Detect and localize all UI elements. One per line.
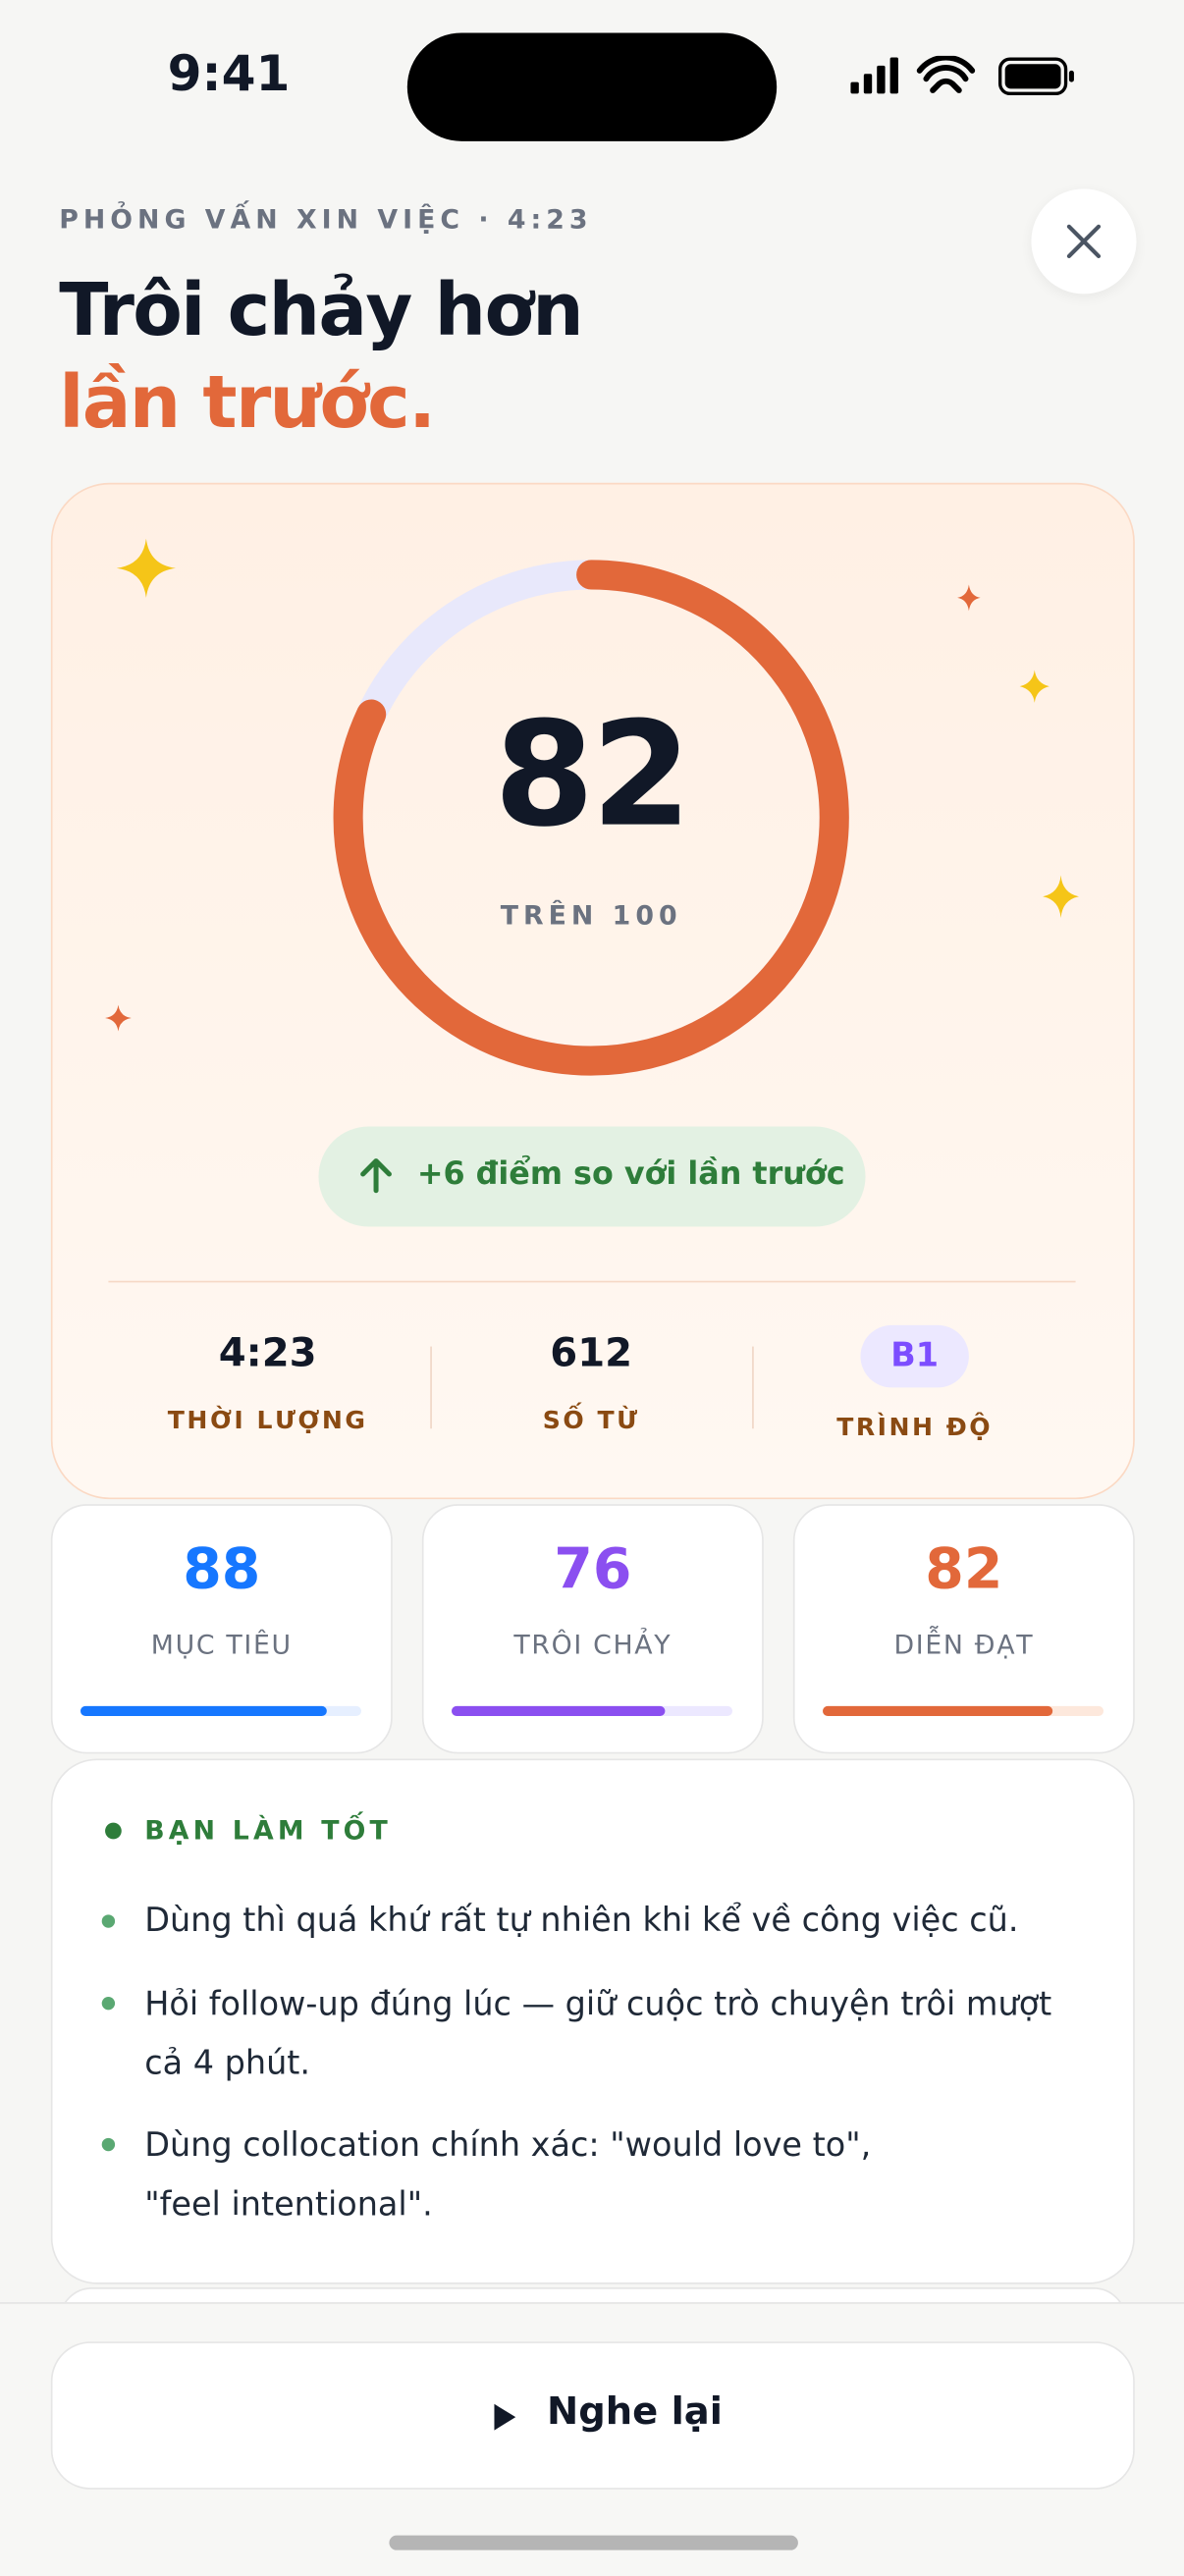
metric-bar [451, 1705, 666, 1716]
caption-text: TRÊN [500, 899, 599, 932]
feedback-item: Hỏi follow-up đúng lúc — giữ cuộc trò ch… [144, 1983, 1052, 2082]
stat-value: 4:23 [218, 1329, 317, 1376]
close-icon [1066, 224, 1102, 259]
stat-label: SỐ TỪ [542, 1405, 640, 1435]
stat-label: TRÌNH ĐỘ [836, 1412, 994, 1442]
metric-value: 82 [925, 1536, 1003, 1603]
title-line-accent: lần trước. [59, 360, 436, 446]
metric-label: DIỄN ĐẠT [893, 1629, 1035, 1661]
sparkles [116, 538, 1079, 919]
stat-label: THỜI LƯỢNG [167, 1405, 368, 1435]
metric-track [80, 1705, 361, 1716]
metric-value: 76 [554, 1536, 632, 1603]
metric-value: 88 [183, 1536, 261, 1603]
status-time: 9:41 [167, 45, 291, 104]
feedback-card [50, 1758, 1135, 2284]
metric-bar [80, 1705, 328, 1716]
divider [108, 1280, 1076, 1283]
score-value: 82 [494, 689, 692, 859]
play-icon [494, 2403, 516, 2431]
heading-dot [105, 1822, 122, 1840]
bullet [101, 2137, 116, 2152]
caption-max: 100 [612, 899, 682, 932]
bullet [101, 1996, 116, 2011]
title-line: Trôi chảy hơn [59, 269, 583, 353]
metric-bar [823, 1705, 1053, 1716]
metric-track [451, 1705, 733, 1716]
eyebrow: PHỎNG VẤN XIN VIỆC · 4:23 [59, 203, 593, 236]
metric-track [823, 1705, 1104, 1716]
delta-pill: +6 điểm so với lần trước [318, 1126, 866, 1227]
level-badge: B1 [860, 1324, 969, 1388]
dynamic-island [406, 32, 778, 141]
metric-label: MỤC TIÊU [150, 1629, 293, 1661]
stat-value: 612 [550, 1329, 633, 1376]
close-button[interactable] [1031, 188, 1137, 295]
score-arc [333, 560, 849, 1076]
replay-button[interactable]: Nghe lại [50, 2341, 1135, 2490]
bullet [101, 1914, 116, 1928]
feedback-heading: BẠN LÀM TỐT [144, 1814, 393, 1847]
status-icons [850, 55, 1074, 96]
up-arrow [360, 1158, 392, 1194]
home-indicator [389, 2535, 798, 2550]
divider [752, 1346, 754, 1429]
sparkles-small [105, 584, 981, 1032]
feedback-item: Dùng thì quá khứ rất tự nhiên khi kể về … [144, 1900, 1019, 1940]
delta-text: +6 điểm so với lần trước [416, 1155, 845, 1193]
feedback-item: Dùng collocation chính xác: "would love … [144, 2124, 872, 2224]
score-graphic [105, 538, 1079, 1076]
score-caption: TRÊN 100 [501, 900, 682, 932]
metric-label: TRÔI CHẢY [513, 1629, 673, 1661]
divider [430, 1346, 432, 1429]
button-label: Nghe lại [547, 2390, 723, 2434]
